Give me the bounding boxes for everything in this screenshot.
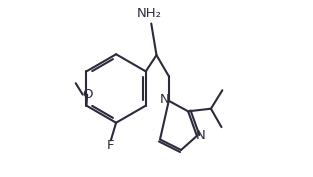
Text: N: N [160, 93, 170, 106]
Text: N: N [196, 129, 206, 142]
Text: NH₂: NH₂ [137, 7, 162, 20]
Text: O: O [82, 88, 93, 101]
Text: F: F [107, 139, 115, 152]
